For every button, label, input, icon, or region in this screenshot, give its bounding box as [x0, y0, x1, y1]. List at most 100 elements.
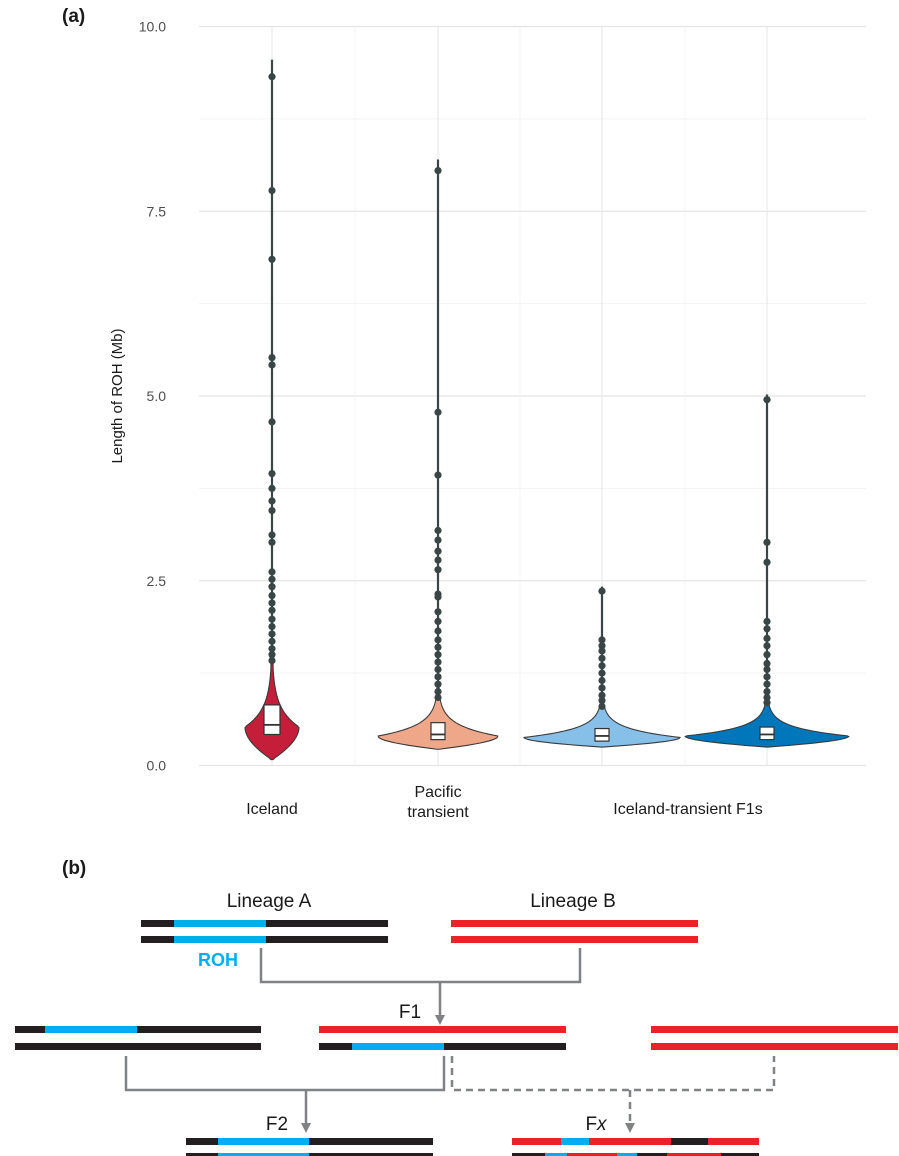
- outlier-point: [434, 526, 442, 535]
- fx-label-main: F: [585, 1114, 597, 1135]
- outlier-point: [598, 684, 606, 692]
- outlier-point: [434, 693, 442, 702]
- lineage-a-label: Lineage A: [227, 891, 312, 912]
- f1-label: F1: [399, 1002, 421, 1023]
- f2-label: F2: [266, 1114, 288, 1135]
- outlier-point: [268, 606, 276, 614]
- outlier-point: [763, 538, 771, 546]
- outlier-point: [598, 662, 606, 670]
- outlier-point: [763, 699, 771, 707]
- outlier-point: [434, 636, 442, 644]
- outlier-point: [598, 676, 606, 685]
- violin-1: [244, 59, 300, 761]
- outlier-point: [763, 665, 771, 674]
- outlier-point: [763, 617, 771, 625]
- outlier-point: [268, 622, 276, 631]
- violins: [244, 59, 850, 761]
- outlier-point: [434, 665, 442, 674]
- outlier-point: [598, 642, 606, 650]
- violin-3: [522, 586, 682, 748]
- f1-chromosomes: [319, 1026, 566, 1050]
- y-tick-labels: 0.0 2.5 5.0 7.5 10.0: [139, 19, 166, 774]
- violin-2: [377, 159, 499, 750]
- outlier-point: [434, 593, 442, 601]
- y-axis-label: Length of ROH (Mb): [109, 328, 126, 463]
- y-tick-label: 7.5: [147, 203, 167, 219]
- panel-a-label: (a): [62, 6, 86, 27]
- violin-chart: 0.0 2.5 5.0 7.5 10.0 Length of ROH (Mb) Icel…: [109, 19, 866, 821]
- outlier-point: [598, 702, 606, 710]
- outlier-point: [268, 645, 276, 653]
- outlier-point: [434, 651, 442, 659]
- outlier-point: [268, 637, 276, 645]
- connector-lineage-to-f1: [259, 948, 582, 984]
- outlier-point: [434, 566, 442, 574]
- lineage-b-label: Lineage B: [530, 891, 616, 912]
- outlier-point: [268, 538, 276, 546]
- connector-dashed-to-fx: [450, 1056, 776, 1092]
- f2-chromosomes: [186, 1138, 433, 1156]
- fx-label-italic: x: [596, 1114, 608, 1135]
- outlier-point: [268, 484, 276, 492]
- outlier-point: [268, 591, 276, 600]
- x-tick-label: Iceland-transient F1s: [613, 801, 762, 818]
- outlier-point: [763, 625, 771, 633]
- arrowhead-f1: [435, 1015, 445, 1025]
- connectors: [124, 948, 776, 1124]
- outlier-point: [598, 587, 606, 595]
- outlier-point: [434, 643, 442, 651]
- outlier-point: [763, 642, 771, 650]
- outlier-point: [598, 654, 606, 662]
- outlier-point: [268, 599, 276, 607]
- fx-label: Fx: [585, 1114, 608, 1135]
- outlier-point: [598, 647, 606, 655]
- lineage-b-chromosomes: [451, 920, 698, 943]
- violin-4: [684, 394, 850, 748]
- box: [263, 704, 281, 736]
- arrowhead-fx: [625, 1123, 635, 1133]
- outlier-point: [598, 636, 606, 644]
- outlier-point: [268, 583, 276, 591]
- outlier-point: [268, 568, 276, 576]
- outlier-point: [268, 255, 276, 263]
- outlier-point: [598, 691, 606, 699]
- outlier-point: [434, 536, 442, 544]
- outlier-point: [763, 634, 771, 642]
- outlier-point: [434, 556, 442, 564]
- outlier-point: [268, 361, 276, 369]
- outlier-point: [268, 73, 276, 81]
- fx-chromosomes: [512, 1138, 759, 1156]
- outlier-point: [268, 575, 276, 583]
- lineage-a-offspring-chromosomes: [15, 1026, 261, 1050]
- outlier-point: [434, 608, 442, 616]
- outlier-point: [268, 651, 276, 659]
- roh-label: ROH: [198, 950, 238, 970]
- outlier-point: [763, 673, 771, 681]
- y-tick-label: 0.0: [147, 758, 167, 774]
- outlier-point: [434, 408, 442, 416]
- box: [430, 722, 446, 741]
- outlier-point: [268, 615, 276, 623]
- outlier-point: [763, 688, 771, 696]
- outlier-point: [434, 627, 442, 635]
- outlier-point: [434, 471, 442, 479]
- y-tick-label: 10.0: [139, 19, 166, 35]
- outlier-point: [268, 630, 276, 638]
- outlier-point: [268, 506, 276, 515]
- outlier-point: [434, 673, 442, 681]
- outlier-point: [763, 396, 771, 404]
- outlier-point: [434, 688, 442, 696]
- y-tick-label: 5.0: [147, 388, 167, 404]
- connector-f1-to-f2: [124, 1056, 446, 1092]
- outlier-point: [434, 617, 442, 625]
- lineage-a-chromosomes: [141, 920, 388, 943]
- box: [594, 727, 610, 742]
- outlier-point: [268, 418, 276, 426]
- outlier-point: [763, 659, 771, 668]
- outlier-point: [763, 651, 771, 659]
- arrowhead-f2: [301, 1123, 311, 1133]
- outlier-point: [598, 696, 606, 705]
- outlier-point: [268, 186, 276, 195]
- outlier-point: [434, 167, 442, 175]
- outlier-point: [268, 497, 276, 505]
